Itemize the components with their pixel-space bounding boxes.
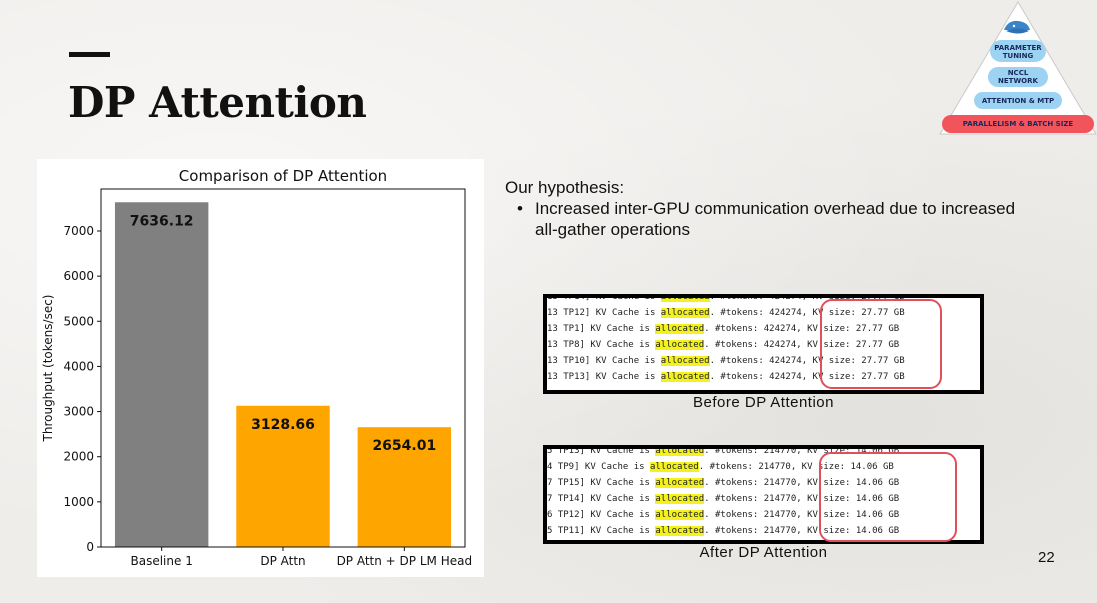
slide-title: DP Attention [68, 78, 367, 127]
log-line: 13 TP10] KV Cache is allocated. #tokens:… [547, 353, 905, 369]
log-text: . #tokens: 424274, KV size: 27.77 GB [709, 372, 905, 382]
chart-bar [236, 405, 330, 547]
chart-bar [357, 427, 452, 547]
pyramid-level-parallelism [942, 115, 1094, 133]
pyramid-graphic [939, 1, 1097, 135]
log-text: . #tokens: 214770, KV size: 14.06 GB [704, 510, 900, 520]
after-caption: After DP Attention [699, 544, 828, 561]
log-highlight: allocated [660, 308, 710, 318]
x-tick-label: Baseline 1 [131, 554, 193, 568]
pyramid-label-line: PARALLELISM & BATCH SIZE [962, 120, 1074, 128]
log-highlight: allocated [655, 446, 705, 456]
y-tick-label: 4000 [63, 359, 94, 373]
log-text: 13 TP13] KV Cache is [547, 372, 661, 382]
bar-value-label: 2654.01 [372, 438, 436, 454]
log-highlight: allocated [660, 294, 710, 302]
log-highlight: allocated [655, 340, 705, 350]
chart-card: Comparison of DP Attention 7636.12 Baselin… [37, 159, 484, 577]
y-tick-label: 7000 [63, 224, 94, 238]
log-text: 7 TP14] KV Cache is [547, 494, 656, 504]
log-line: 13 TP14] KV Cache is allocated. #tokens:… [547, 294, 905, 305]
log-line: 13 TP12] KV Cache is allocated. #tokens:… [547, 305, 905, 321]
log-highlight: allocated [655, 494, 705, 504]
y-tick-label: 6000 [63, 269, 94, 283]
log-text: . #tokens: 214770, KV size: 14.06 GB [704, 478, 900, 488]
after-log-screenshot: 5 TP13] KV Cache is allocated. #tokens: … [543, 445, 984, 544]
log-highlight: allocated [649, 462, 699, 472]
log-highlight: allocated [660, 372, 710, 382]
log-text: 13 TP8] KV Cache is [547, 340, 656, 350]
log-text: . #tokens: 424274, KV size: 27.77 GB [709, 308, 905, 318]
log-line: 6 TP12] KV Cache is allocated. #tokens: … [547, 507, 899, 523]
y-tick-label: 3000 [63, 405, 94, 419]
y-tick-label: 2000 [63, 450, 94, 464]
bar-value-label: 7636.12 [130, 213, 194, 229]
chart-title: Comparison of DP Attention [179, 167, 387, 185]
log-line: 13 TP13] KV Cache is allocated. #tokens:… [547, 369, 905, 385]
log-text: . #tokens: 214770, KV size: 14.06 GB [704, 494, 900, 504]
log-highlight: allocated [655, 526, 705, 536]
bar-chart: Comparison of DP Attention 7636.12 Baselin… [41, 167, 473, 568]
pyramid-level-parameter-tuning [990, 40, 1046, 62]
log-line: 7 TP14] KV Cache is allocated. #tokens: … [547, 491, 899, 507]
log-text: 4 TP9] KV Cache is [547, 462, 650, 472]
pyramid-label-line: TUNING [1002, 52, 1034, 60]
page-number: 22 [1038, 549, 1055, 566]
before-log-screenshot: 13 TP14] KV Cache is allocated. #tokens:… [543, 294, 984, 394]
y-tick-label: 1000 [63, 495, 94, 509]
log-highlight: allocated [655, 478, 705, 488]
log-text: . #tokens: 424274, KV size: 27.77 GB [704, 324, 900, 334]
pyramid-label-line: NCCL [1007, 69, 1029, 77]
pyramid-level-nccl [988, 67, 1048, 87]
pyramid-label-line: ATTENTION & MTP [981, 97, 1055, 105]
optimization-pyramid: PARAMETER TUNING NCCL NETWORK ATTENTION … [938, 0, 1097, 140]
hypothesis-list: Increased inter-GPU communication overhe… [505, 198, 1025, 240]
log-text: 6 TP12] KV Cache is [547, 510, 656, 520]
log-text: . #tokens: 424274, KV size: 27.77 GB [709, 356, 905, 366]
log-line: 7 TP15] KV Cache is allocated. #tokens: … [547, 475, 899, 491]
log-text: . #tokens: 424274, KV size: 27.77 GB [704, 340, 900, 350]
hypothesis-bullet: Increased inter-GPU communication overhe… [517, 198, 1025, 240]
chart-axes-frame [100, 188, 466, 548]
log-highlight: allocated [655, 324, 705, 334]
log-highlight: allocated [660, 356, 710, 366]
log-text: 5 TP13] KV Cache is [547, 446, 656, 456]
log-highlight: allocated [655, 510, 705, 520]
log-text: 13 TP12] KV Cache is [547, 308, 661, 318]
log-text: . #tokens: 424274, KV size: 27.77 GB [709, 294, 905, 302]
pyramid-label-line: NETWORK [998, 77, 1038, 85]
log-text: 7 TP15] KV Cache is [547, 478, 656, 488]
y-tick-label: 0 [86, 540, 94, 554]
pyramid-label-line: PARAMETER [994, 44, 1042, 52]
log-text: 5 TP11] KV Cache is [547, 526, 656, 536]
x-tick-label: DP Attn [260, 554, 305, 568]
y-axis-label: Throughput (tokens/sec) [41, 295, 55, 443]
y-tick-label: 5000 [63, 314, 94, 328]
log-text: . #tokens: 214770, KV size: 14.06 GB [698, 462, 894, 472]
chart-bar [114, 202, 209, 547]
bar-value-label: 3128.66 [251, 417, 315, 433]
hypothesis-block: Our hypothesis: Increased inter-GPU comm… [505, 177, 1025, 240]
x-tick-label: DP Attn + DP LM Head [337, 554, 473, 568]
log-text: 13 TP10] KV Cache is [547, 356, 661, 366]
log-line: 13 TP1] KV Cache is allocated. #tokens: … [547, 321, 899, 337]
log-text: 13 TP1] KV Cache is [547, 324, 656, 334]
hypothesis-title: Our hypothesis: [505, 178, 625, 197]
log-line: 4 TP9] KV Cache is allocated. #tokens: 2… [547, 459, 894, 475]
log-line: 5 TP13] KV Cache is allocated. #tokens: … [547, 446, 900, 459]
title-accent-bar [69, 52, 110, 57]
log-text: . #tokens: 214770, KV size: 14.06 GB [704, 446, 900, 456]
log-text: . #tokens: 214770, KV size: 14.06 GB [704, 526, 900, 536]
pyramid-level-attention [974, 92, 1062, 109]
log-line: 13 TP8] KV Cache is allocated. #tokens: … [547, 337, 899, 353]
log-text: 13 TP14] KV Cache is [547, 294, 661, 302]
whale-icon [1004, 20, 1030, 34]
before-caption: Before DP Attention [693, 394, 834, 411]
log-line: 5 TP11] KV Cache is allocated. #tokens: … [547, 523, 899, 539]
